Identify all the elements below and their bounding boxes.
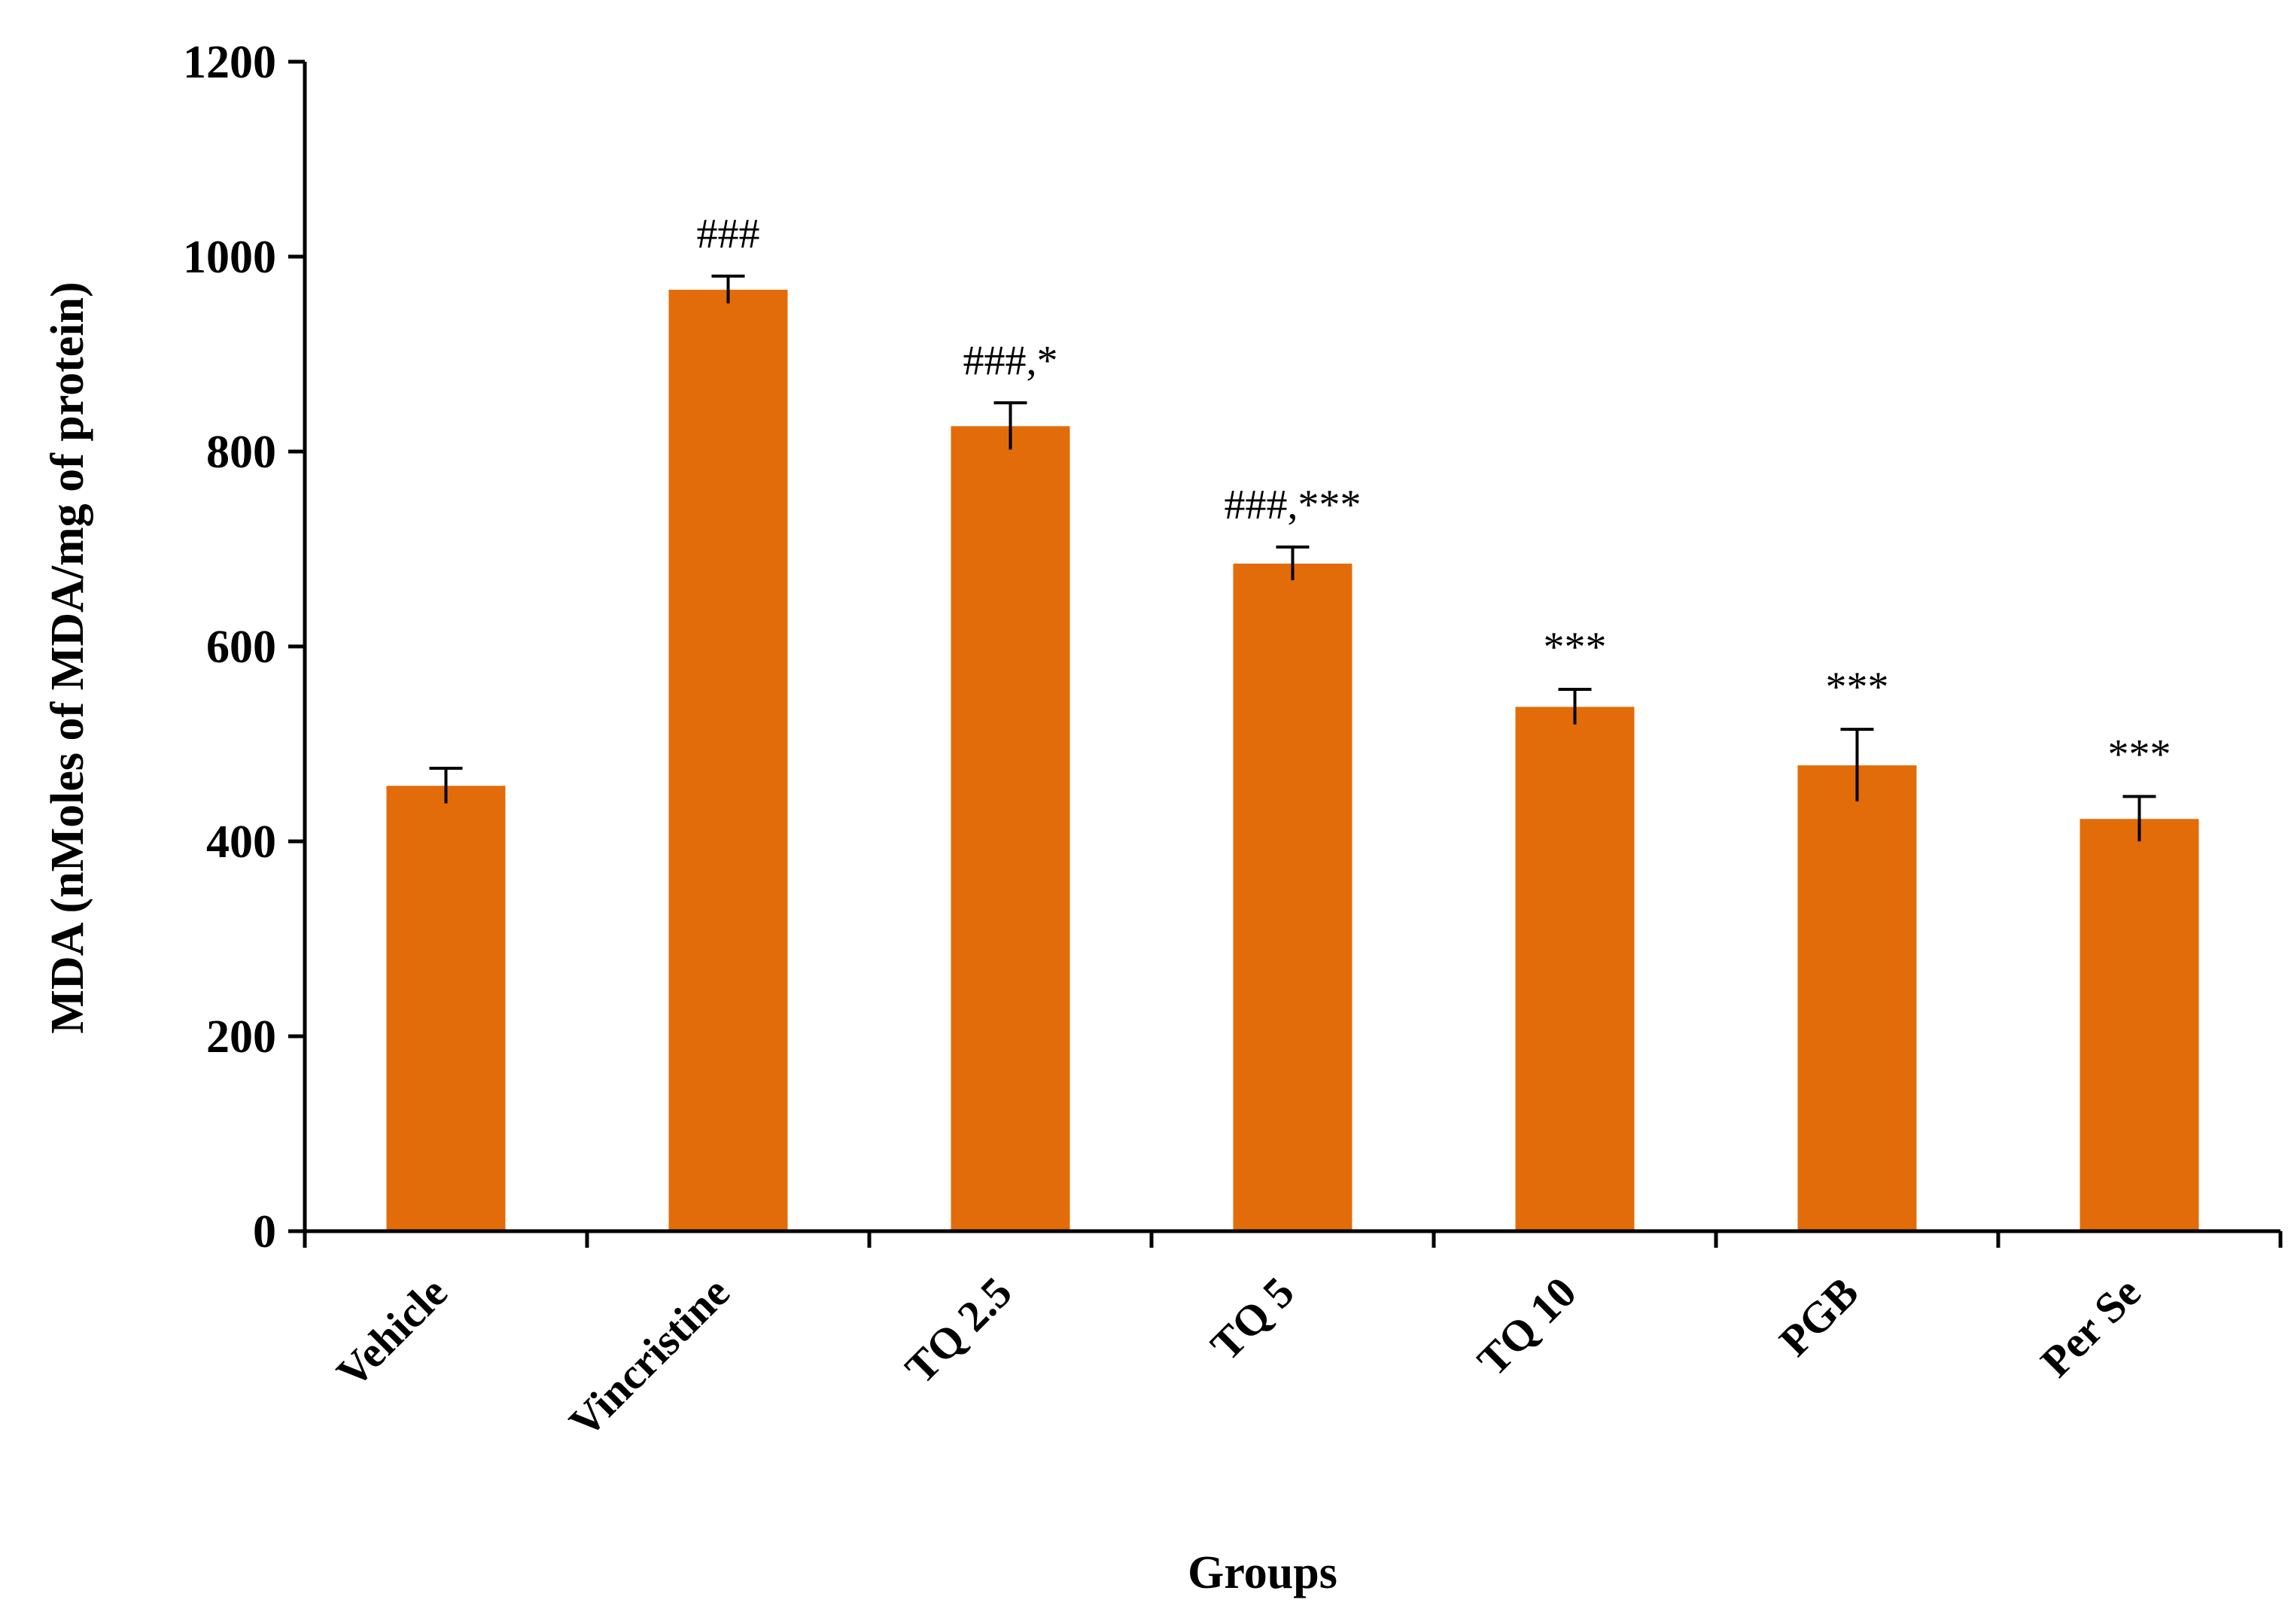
bars-layer — [386, 290, 2199, 1231]
y-tick-label: 1000 — [183, 232, 276, 283]
y-tick-label: 400 — [206, 817, 276, 868]
bar — [951, 426, 1070, 1231]
significance-layer: ### ###,* ###,*** *** *** *** — [697, 211, 2171, 778]
x-axis-title: Groups — [1188, 1547, 1337, 1598]
x-tick-label: TQ 2.5 — [896, 1267, 1021, 1393]
y-tick-label: 800 — [206, 427, 276, 478]
significance-label: *** — [1544, 624, 1607, 671]
bar — [668, 290, 788, 1231]
significance-label: ###,* — [963, 337, 1058, 384]
bar — [386, 786, 506, 1231]
x-ticks-layer: Vehicle Vincristine TQ 2.5 TQ 5 TQ 10 PGB Per … — [303, 1231, 2283, 1446]
significance-label: ### — [697, 211, 760, 257]
y-tick-label: 600 — [206, 622, 276, 673]
y-tick-label: 200 — [206, 1011, 276, 1063]
x-tick-label: TQ 10 — [1468, 1267, 1585, 1385]
y-tick-label: 1200 — [183, 37, 276, 88]
error-bars-layer — [429, 274, 2156, 841]
significance-label: *** — [2108, 731, 2171, 777]
bar — [1233, 563, 1352, 1231]
x-tick-label: Vincristine — [560, 1267, 739, 1446]
bar — [1797, 765, 1917, 1231]
y-tick-label: 0 — [253, 1206, 276, 1258]
significance-label: *** — [1826, 664, 1889, 710]
y-ticks-layer: 0 200 400 600 800 1000 1200 — [183, 37, 305, 1258]
significance-label: ###,*** — [1225, 482, 1362, 528]
x-tick-label: TQ 5 — [1201, 1267, 1304, 1370]
x-tick-label: PGB — [1769, 1267, 1867, 1365]
bar — [1515, 707, 1635, 1231]
x-tick-label: Vehicle — [327, 1267, 457, 1397]
x-tick-label: Per Se — [2031, 1267, 2150, 1386]
bar — [2080, 819, 2199, 1231]
y-axis-title: MDA (nMoles of MDA/mg of protein) — [42, 281, 93, 1033]
